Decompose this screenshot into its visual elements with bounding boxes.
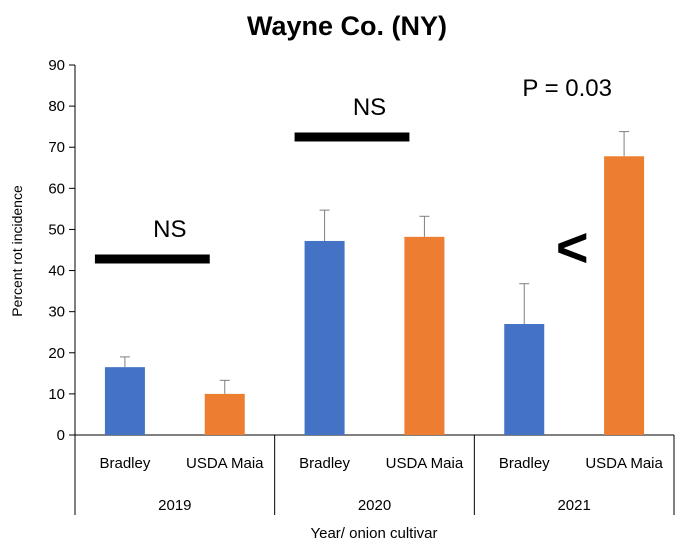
bar xyxy=(604,156,645,435)
p-value-label: P = 0.03 xyxy=(522,75,612,102)
y-axis-label: Percent rot incidence xyxy=(9,185,25,317)
comparison-symbol: < xyxy=(556,215,589,278)
category-label: USDA Maia xyxy=(386,455,464,472)
category-label: USDA Maia xyxy=(585,455,663,472)
year-label: 2021 xyxy=(557,497,590,514)
y-tick-label: 80 xyxy=(48,98,65,115)
plot-area: 0 10 20 30 40 50 60 70 80 90 2019 Bradley USDA Maia N… xyxy=(48,57,675,515)
bar xyxy=(504,324,545,435)
year-label: 2020 xyxy=(358,497,391,514)
y-tick-label: 60 xyxy=(48,180,65,197)
year-label: 2019 xyxy=(158,497,191,514)
bar xyxy=(304,240,345,435)
y-tick-label: 20 xyxy=(48,345,65,362)
category-label: Bradley xyxy=(299,455,350,472)
y-tick-label: 0 xyxy=(57,427,65,444)
bar xyxy=(204,393,245,435)
x-axis-label: Year/ onion cultivar xyxy=(310,525,437,542)
y-tick-label: 70 xyxy=(48,139,65,156)
y-tick-label: 40 xyxy=(48,263,65,280)
category-label: USDA Maia xyxy=(186,455,264,472)
y-tick-label: 50 xyxy=(48,221,65,238)
y-tick-label: 90 xyxy=(48,57,65,74)
y-tick-label: 30 xyxy=(48,304,65,321)
bar xyxy=(404,236,445,435)
category-label: Bradley xyxy=(99,455,150,472)
bar xyxy=(104,367,145,435)
chart-title: Wayne Co. (NY) xyxy=(247,11,447,41)
significance-label: NS xyxy=(353,94,386,121)
y-tick-label: 10 xyxy=(48,386,65,403)
category-label: Bradley xyxy=(499,455,550,472)
significance-label: NS xyxy=(153,216,186,243)
